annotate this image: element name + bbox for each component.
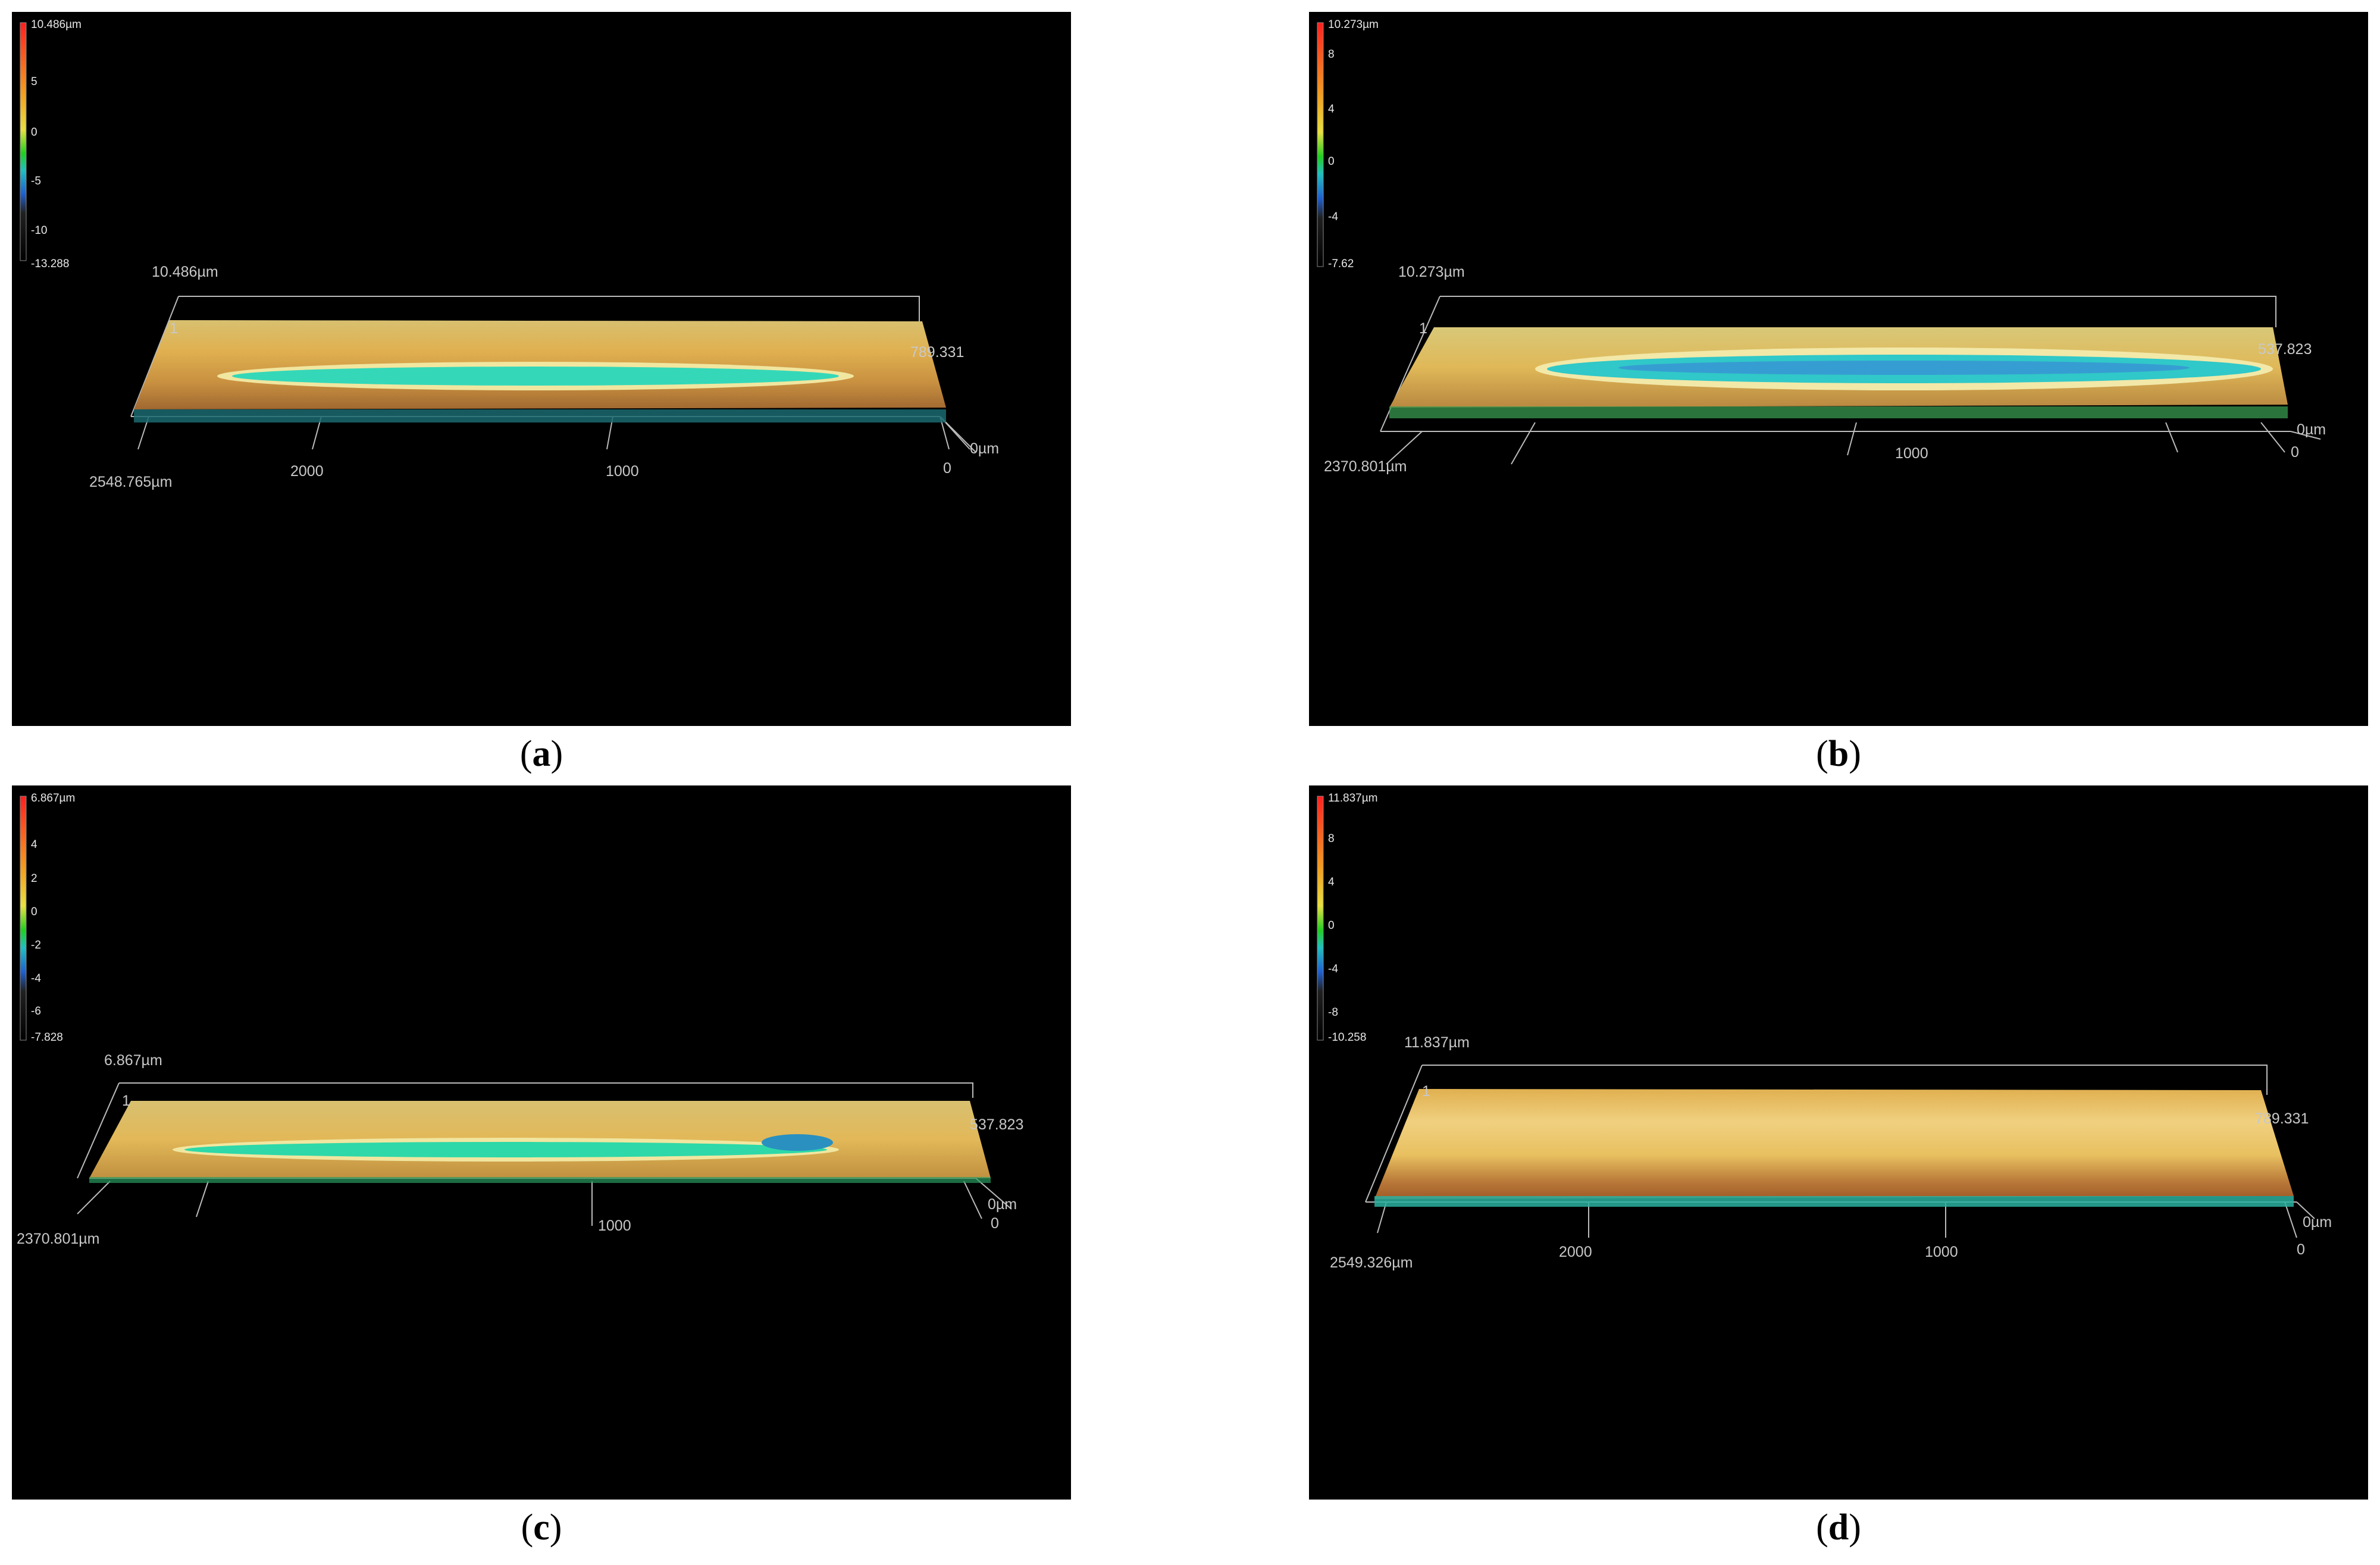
- x-axis-max-label: 2370.801µm: [17, 1231, 100, 1247]
- colorbar-tick: 8: [1328, 832, 1335, 845]
- x-axis-origin-label: 0µm: [988, 1196, 1017, 1213]
- x-axis-origin-label: 0µm: [2297, 421, 2326, 438]
- colorbar-tick: 0: [31, 126, 37, 139]
- x-axis-tick: 0: [943, 460, 951, 477]
- colorbar-tick: -10: [31, 224, 48, 237]
- colorbar: [1317, 796, 1324, 1041]
- colorbar-tick: 0: [1328, 155, 1335, 168]
- colorbar-max-label: 11.837µm: [1328, 792, 1378, 805]
- x-axis-origin-label: 0µm: [970, 440, 1000, 457]
- x-axis-tick: 1000: [598, 1217, 631, 1234]
- y-axis-max-label: 537.823: [2258, 341, 2312, 358]
- surface-3d-view-d: [1317, 796, 2315, 1238]
- surface-plate: [1374, 1089, 2294, 1199]
- z-axis-mark: 1: [122, 1093, 130, 1109]
- colorbar: [20, 796, 27, 1041]
- z-axis-max-label: 10.273µm: [1398, 264, 1465, 280]
- y-axis-max-label: 789.331: [910, 344, 964, 361]
- x-axis-tick: 1000: [606, 463, 639, 480]
- z-axis-mark: 1: [1419, 320, 1427, 337]
- colorbar-tick: 0: [1328, 919, 1335, 932]
- surface-panel-a: 10.486µm 5 0 -5 -10 -13.288 10.486µm 1 7…: [12, 12, 1071, 726]
- colorbar-tick: -6: [31, 1005, 41, 1018]
- colorbar-min-label: -7.828: [31, 1031, 63, 1044]
- z-axis-mark: 1: [1422, 1083, 1430, 1100]
- x-axis-tick: 0: [991, 1215, 999, 1232]
- colorbar-max-label: 10.273µm: [1328, 18, 1379, 31]
- x-axis-tick: 0: [2291, 444, 2299, 461]
- colorbar-tick: 2: [31, 872, 37, 885]
- x-axis-tick: 1000: [1925, 1244, 1958, 1260]
- colorbar-min-label: -7.62: [1328, 258, 1354, 270]
- colorbar: [20, 22, 27, 261]
- x-axis-tick: 0: [2297, 1241, 2305, 1258]
- colorbar: [1317, 22, 1324, 267]
- x-axis-tick: 1000: [1895, 445, 1928, 462]
- surface-panel-d: 11.837µm 8 4 0 -4 -8 -10.258 11.837µm 1 …: [1309, 785, 2368, 1500]
- caption-a: (a): [519, 734, 563, 774]
- surface-3d-view-b: [1317, 22, 2321, 465]
- colorbar-tick: -8: [1328, 1006, 1338, 1019]
- y-axis-max-label: 789.331: [2255, 1110, 2309, 1127]
- y-axis-max-label: 537.823: [970, 1116, 1024, 1133]
- caption-d: (d): [1816, 1507, 1861, 1548]
- surface-panel-b: 10.273µm 8 4 0 -4 -7.62 10.273µm 1 537.8…: [1309, 12, 2368, 726]
- colorbar-tick: 8: [1328, 48, 1335, 61]
- z-axis-max-label: 10.486µm: [152, 264, 218, 280]
- surface-3d-view-a: [20, 22, 976, 453]
- x-axis-tick: 2000: [290, 463, 324, 480]
- colorbar-tick: 4: [1328, 103, 1335, 115]
- x-axis-tick: 2000: [1559, 1244, 1592, 1260]
- x-axis-max-label: 2370.801µm: [1324, 458, 1407, 475]
- colorbar-tick: 5: [31, 76, 37, 88]
- colorbar-tick: -2: [31, 939, 41, 951]
- colorbar-tick: -4: [31, 972, 41, 985]
- caption-b: (b): [1816, 734, 1861, 774]
- colorbar-max-label: 6.867µm: [31, 792, 76, 805]
- z-axis-max-label: 6.867µm: [104, 1052, 162, 1069]
- colorbar-min-label: -10.258: [1328, 1031, 1367, 1044]
- colorbar-tick: -4: [1328, 963, 1338, 975]
- z-axis-max-label: 11.837µm: [1404, 1034, 1470, 1051]
- colorbar-tick: 0: [31, 906, 37, 918]
- colorbar-tick: -4: [1328, 211, 1338, 223]
- colorbar-min-label: -13.288: [31, 258, 70, 270]
- x-axis-max-label: 2548.765µm: [89, 474, 173, 490]
- colorbar-tick: 4: [31, 838, 37, 851]
- x-axis-origin-label: 0µm: [2303, 1214, 2332, 1231]
- colorbar-max-label: 10.486µm: [31, 18, 82, 31]
- colorbar-tick: 4: [1328, 876, 1335, 888]
- caption-c: (c): [521, 1507, 562, 1548]
- surface-3d-view-c: [20, 796, 1012, 1226]
- surface-panel-c: 6.867µm 4 2 0 -2 -4 -6 -7.828 6.867µm 1 …: [12, 785, 1071, 1500]
- z-axis-mark: 1: [170, 320, 178, 337]
- colorbar-tick: -5: [31, 175, 41, 187]
- x-axis-max-label: 2549.326µm: [1330, 1254, 1413, 1271]
